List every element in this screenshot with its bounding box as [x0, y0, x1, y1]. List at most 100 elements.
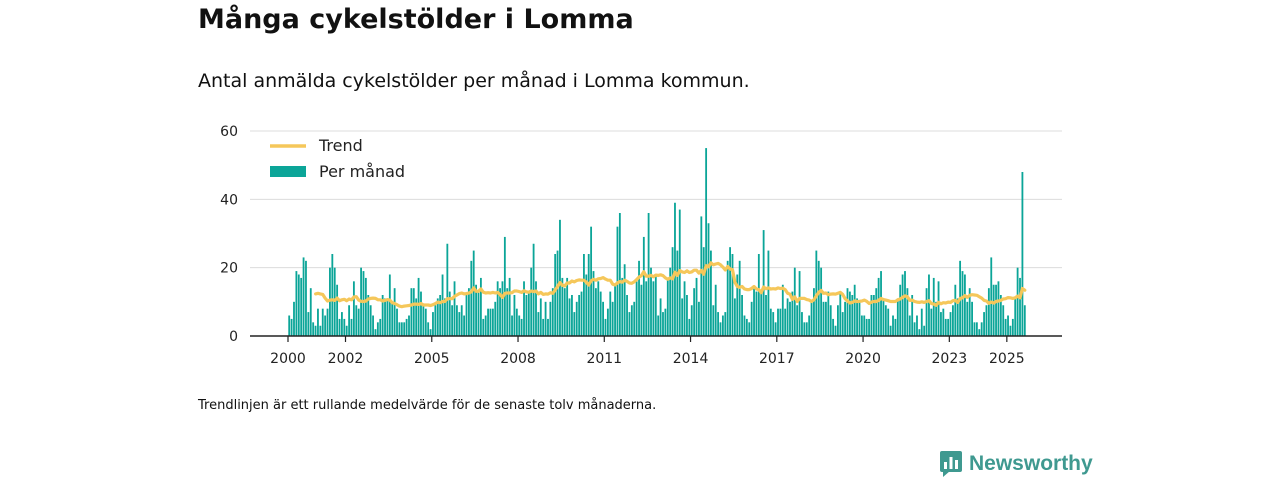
bar — [985, 305, 988, 336]
bar — [432, 312, 434, 336]
newsworthy-logo[interactable]: Newsworthy — [940, 451, 1093, 477]
bar — [381, 295, 384, 336]
bar — [750, 301, 753, 336]
bar — [364, 277, 367, 336]
bar — [307, 312, 310, 336]
bar — [331, 254, 334, 336]
bar — [592, 271, 595, 336]
footnote: Trendlinjen är ett rullande medelvärde f… — [198, 398, 657, 413]
bar — [760, 291, 763, 336]
chart-bubble-icon — [940, 451, 962, 477]
bar — [1009, 325, 1012, 336]
bar — [729, 247, 731, 336]
bar — [535, 281, 537, 336]
bar — [801, 312, 803, 336]
bar — [920, 308, 923, 336]
bar — [1021, 172, 1024, 336]
bar — [640, 284, 643, 336]
bar — [954, 284, 957, 336]
bar — [578, 295, 581, 336]
bar — [379, 318, 382, 336]
bar — [963, 274, 966, 336]
bar — [877, 277, 880, 336]
bar — [441, 274, 444, 336]
bar — [539, 298, 542, 336]
bar — [487, 308, 489, 336]
bar — [468, 288, 470, 336]
bar — [559, 219, 561, 336]
bar — [1016, 267, 1019, 336]
bar — [784, 308, 787, 336]
bar — [961, 271, 964, 336]
bar — [556, 250, 559, 336]
bar — [491, 308, 494, 336]
bar — [527, 291, 530, 336]
x-tick-label: 2020 — [845, 351, 881, 367]
bar — [530, 267, 533, 336]
bar — [482, 318, 485, 336]
bar — [690, 305, 693, 336]
bar — [956, 298, 959, 336]
bar — [901, 274, 904, 336]
bar — [987, 288, 990, 336]
bar — [626, 295, 628, 336]
bar — [338, 318, 341, 336]
bar — [942, 308, 945, 336]
bar — [446, 243, 449, 336]
bar — [494, 301, 497, 336]
bar — [314, 325, 317, 336]
bar — [932, 277, 935, 336]
bar — [724, 312, 727, 336]
bar — [894, 318, 897, 336]
bar — [863, 315, 866, 336]
bar — [400, 322, 403, 336]
bar — [736, 274, 739, 336]
bar — [412, 288, 415, 336]
bar — [733, 298, 736, 336]
bar — [889, 325, 892, 336]
bar — [908, 315, 911, 336]
bar — [408, 315, 410, 336]
bar — [844, 301, 846, 336]
bar — [561, 277, 564, 336]
bar — [757, 254, 760, 336]
bar — [525, 295, 528, 336]
bar — [719, 322, 722, 336]
bar — [630, 305, 633, 336]
bar — [417, 277, 420, 336]
bar — [460, 305, 463, 336]
bar — [772, 312, 775, 336]
bar — [930, 308, 933, 336]
bar — [429, 329, 432, 336]
bar — [391, 301, 394, 336]
bar — [913, 322, 916, 336]
x-tick-label: 2000 — [270, 351, 306, 367]
bar — [851, 295, 854, 336]
bar — [796, 305, 799, 336]
bar — [707, 223, 710, 336]
bar — [829, 305, 832, 336]
bar — [293, 301, 295, 336]
bar — [798, 271, 801, 336]
x-tick-label: 2014 — [673, 351, 709, 367]
bar — [966, 301, 969, 336]
bar — [940, 312, 942, 336]
bar — [674, 202, 676, 336]
bar — [317, 308, 319, 336]
bar — [860, 315, 863, 336]
bar — [904, 271, 906, 336]
bar — [1004, 318, 1007, 336]
bar — [297, 274, 300, 336]
bar — [302, 257, 305, 336]
bar — [779, 308, 782, 336]
bar — [971, 301, 973, 336]
bar — [721, 315, 724, 336]
bar — [695, 277, 698, 336]
bar — [793, 267, 796, 336]
bar — [551, 288, 554, 336]
bar — [520, 318, 523, 336]
bar — [472, 250, 475, 336]
bar — [896, 298, 899, 336]
bar — [362, 271, 365, 336]
legend: Trend Per månad — [270, 136, 405, 181]
